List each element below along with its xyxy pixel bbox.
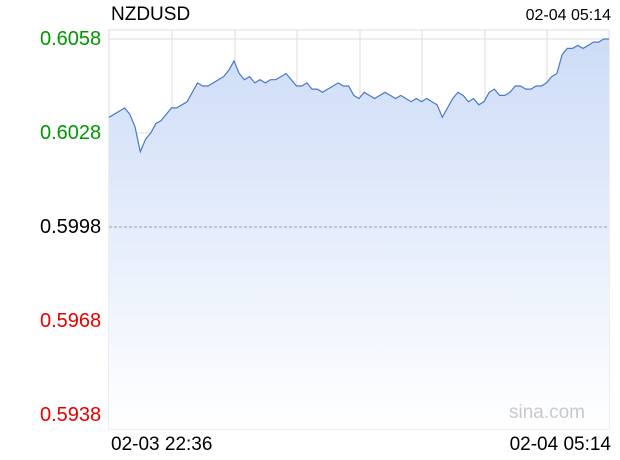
y-tick-label: 0.6028 xyxy=(40,122,102,144)
price-line xyxy=(108,38,609,154)
y-tick-label: 0.5998 xyxy=(40,216,102,238)
last-update-time: 02-04 05:14 xyxy=(525,7,611,24)
watermark-text: sina.com xyxy=(509,402,585,423)
x-tick-label-start: 02-03 22:36 xyxy=(111,434,213,455)
x-tick-label-end: 02-04 05:14 xyxy=(509,434,611,455)
price-area-fill xyxy=(109,39,609,429)
symbol-title: NZDUSD xyxy=(111,4,191,25)
y-tick-label: 0.5938 xyxy=(40,404,102,426)
y-tick-label: 0.5968 xyxy=(40,310,102,332)
y-tick-label: 0.6058 xyxy=(40,28,102,50)
